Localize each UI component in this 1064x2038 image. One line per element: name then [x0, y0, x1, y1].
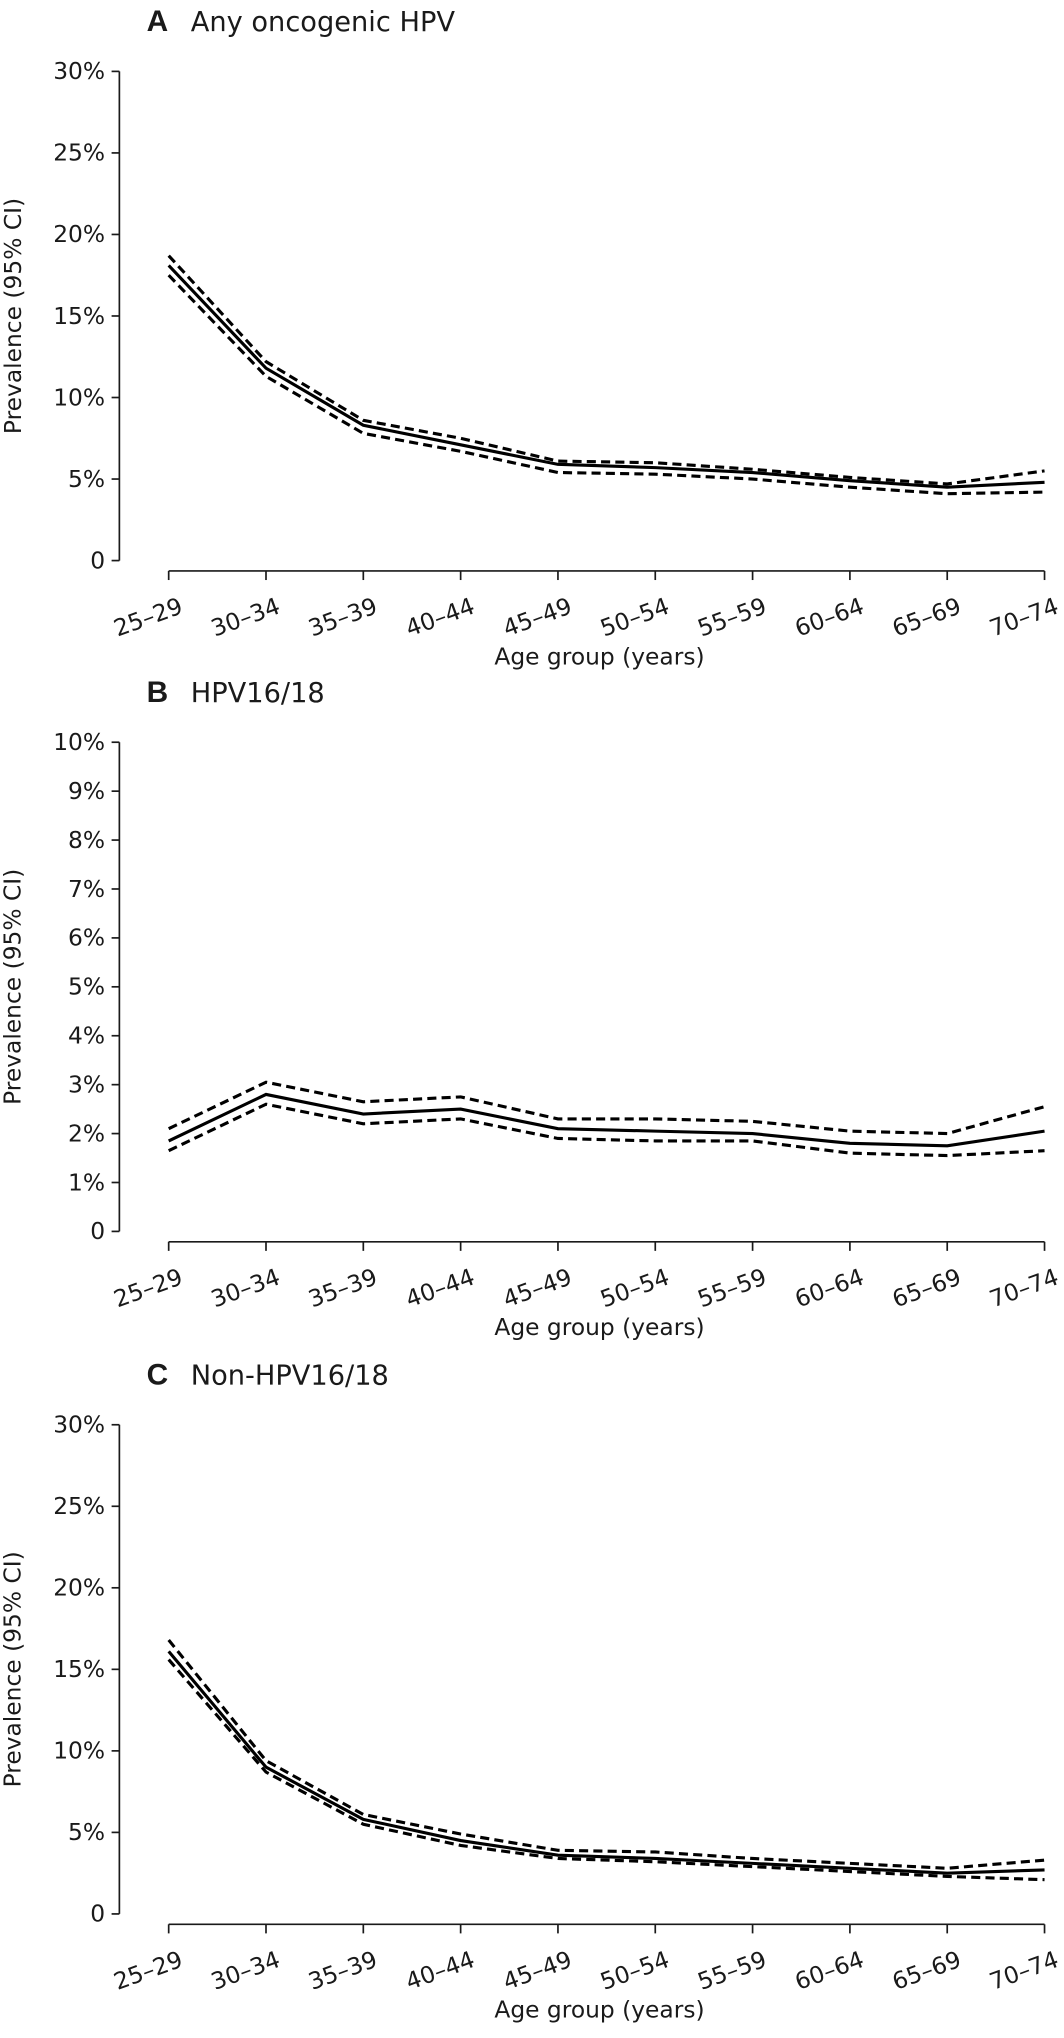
x-tick-label: 55–59	[694, 1263, 770, 1314]
y-tick-label: 5%	[68, 1818, 105, 1846]
x-axis-label: Age group (years)	[494, 1313, 704, 1341]
x-axis-label: Age group (years)	[494, 642, 704, 670]
ci-line	[167, 254, 1045, 486]
estimate-line	[167, 264, 1045, 489]
y-tick-label: 25%	[53, 1492, 105, 1520]
x-tick-label: 30–34	[207, 1945, 283, 1996]
y-tick-label: 20%	[53, 220, 105, 248]
y-tick-label: 3%	[68, 1070, 105, 1098]
x-tick-label: 50–54	[597, 1263, 673, 1314]
y-axis-label: Prevalence (95% CI)	[0, 1551, 27, 1787]
x-tick-label: 35–39	[305, 1263, 381, 1314]
y-tick-label: 7%	[68, 875, 105, 903]
y-tick-label: 6%	[68, 924, 105, 952]
x-tick-label: 25–29	[110, 1263, 186, 1314]
x-tick-label: 55–59	[694, 1945, 770, 1996]
y-tick-label: 25%	[53, 139, 105, 167]
y-tick-label: 15%	[53, 302, 105, 330]
x-tick-label: 45–49	[499, 1263, 575, 1314]
y-axis-label: Prevalence (95% CI)	[0, 869, 27, 1105]
chart-title: Any oncogenic HPV	[191, 7, 456, 38]
x-tick-label: 65–69	[888, 592, 964, 643]
y-tick-label: 0	[90, 1217, 105, 1245]
y-tick-label: 10%	[53, 728, 105, 756]
y-tick-label: 9%	[68, 777, 105, 805]
x-tick-label: 65–69	[888, 1263, 964, 1314]
x-axis-label: Age group (years)	[494, 1996, 704, 2024]
ci-line	[167, 274, 1045, 496]
y-tick-label: 2%	[68, 1119, 105, 1147]
x-tick-label: 25–29	[110, 592, 186, 643]
estimate-line	[167, 1650, 1045, 1875]
y-tick-label: 1%	[68, 1168, 105, 1196]
x-tick-label: 70–74	[986, 592, 1062, 643]
x-tick-label: 70–74	[986, 1263, 1062, 1314]
y-tick-label: 15%	[53, 1655, 105, 1683]
y-tick-label: 30%	[53, 1411, 105, 1439]
x-tick-label: 65–69	[888, 1945, 964, 1996]
x-tick-label: 70–74	[986, 1945, 1062, 1996]
x-tick-label: 45–49	[499, 592, 575, 643]
x-tick-label: 40–44	[402, 1263, 478, 1314]
x-tick-label: 45–49	[499, 1945, 575, 1996]
estimate-line	[168, 1092, 1045, 1148]
ci-line	[167, 1639, 1045, 1870]
panel-letter: A	[147, 5, 169, 38]
x-tick-label: 60–64	[791, 1263, 867, 1314]
y-tick-label: 8%	[68, 826, 105, 854]
ci-line	[168, 1102, 1045, 1158]
x-tick-label: 30–34	[207, 592, 283, 643]
y-tick-label: 5%	[68, 973, 105, 1001]
x-tick-label: 25–29	[110, 1945, 186, 1996]
x-tick-label: 50–54	[597, 1945, 673, 1996]
x-tick-label: 50–54	[597, 592, 673, 643]
chart-title: HPV16/18	[191, 678, 325, 709]
x-tick-label: 35–39	[305, 1945, 381, 1996]
x-tick-label: 35–39	[305, 592, 381, 643]
y-tick-label: 0	[90, 546, 105, 574]
chart-title: Non-HPV16/18	[191, 1361, 389, 1392]
y-tick-label: 0	[90, 1900, 105, 1928]
y-tick-label: 5%	[68, 465, 105, 493]
x-tick-label: 60–64	[791, 592, 867, 643]
y-tick-label: 20%	[53, 1574, 105, 1602]
x-tick-label: 30–34	[207, 1263, 283, 1314]
x-tick-label: 40–44	[402, 592, 478, 643]
x-tick-label: 55–59	[694, 592, 770, 643]
ci-line	[167, 1658, 1045, 1882]
panel-letter: B	[147, 676, 169, 709]
y-tick-label: 10%	[53, 383, 105, 411]
y-tick-label: 4%	[68, 1022, 105, 1050]
ci-line	[168, 1080, 1045, 1136]
panel-letter: C	[147, 1359, 169, 1392]
y-tick-label: 30%	[53, 57, 105, 85]
y-axis-label: Prevalence (95% CI)	[0, 198, 27, 434]
x-tick-label: 60–64	[791, 1945, 867, 1996]
x-tick-label: 40–44	[402, 1945, 478, 1996]
y-tick-label: 10%	[53, 1737, 105, 1765]
